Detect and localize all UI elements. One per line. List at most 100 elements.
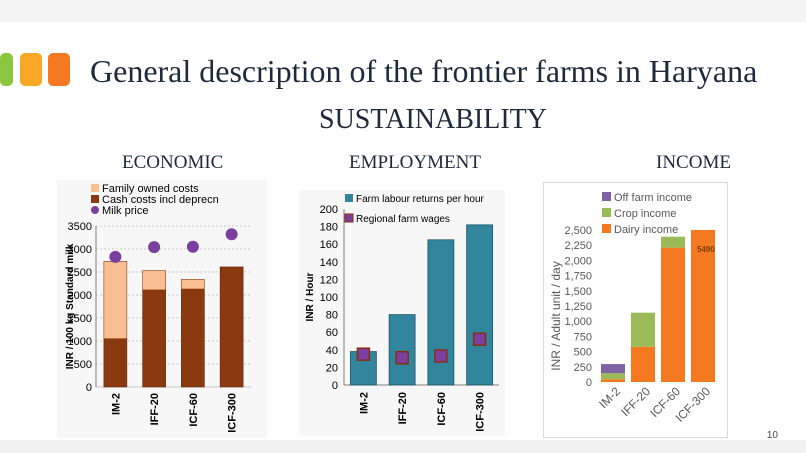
bar-dairy-income-icf-60: [661, 247, 685, 382]
bar-off-farm-income-im-2: [601, 364, 625, 374]
bar-family-icf-60: [181, 279, 205, 290]
x-tick-label: ICF-300: [475, 392, 487, 432]
wage-point-iff-20: [395, 350, 409, 365]
legend-label: Dairy income: [614, 224, 678, 236]
y-tick-label: 2,500: [564, 225, 592, 237]
bar-labour-returns-icf-60: [427, 239, 455, 386]
x-tick-label: ICF-300: [227, 393, 239, 433]
bottom-band: [0, 440, 806, 453]
y-tick-label: 80: [326, 310, 338, 322]
y-tick-label: 200: [320, 204, 338, 216]
legend-label: Off farm income: [614, 192, 692, 204]
y-axis-label: INR / Hour: [305, 272, 316, 321]
bar-crop-income-icf-60: [661, 236, 685, 248]
y-tick-label: 0: [332, 380, 338, 392]
x-tick-label: IFF-20: [149, 393, 161, 425]
y-tick-label: 2,000: [564, 255, 592, 267]
y-tick-label: 1,500: [564, 286, 592, 298]
milk-price-point-icf-60: [186, 240, 199, 253]
legend-label: Family owned costs: [102, 183, 199, 195]
y-tick-label: 1000: [68, 336, 92, 348]
legend-swatch-crop-income: [602, 208, 611, 217]
accent-square-yellow: [20, 53, 42, 86]
bar-dairy-income-im-2: [601, 379, 625, 382]
wage-point-icf-60: [434, 349, 448, 363]
bar-crop-income-iff-20: [631, 312, 655, 347]
legend-swatch-regional-farm-wages: [344, 213, 354, 223]
bar-labour-returns-im-2: [349, 351, 377, 386]
legend-label: Farm labour returns per hour: [356, 194, 485, 205]
legend-swatch-dairy-income: [602, 224, 611, 233]
y-tick-label: 100: [320, 292, 338, 304]
y-tick-label: 120: [320, 274, 338, 286]
legend-swatch-off-farm-income: [602, 192, 611, 201]
income-chart: 0 250 500 750 1,000 1,250 1,500 1,750 2,000 2,250…: [549, 192, 715, 425]
employment-chart-panel: 0 20 40 60 80 100 120 140 160 180 200 INR / Hour IM-…: [299, 190, 505, 436]
milk-price-point-im-2: [109, 250, 122, 263]
y-tick-label: 40: [326, 345, 338, 357]
bar-labour-returns-iff-20: [388, 314, 416, 386]
legend-swatch-farm-labour-returns-per-hour: [345, 194, 353, 202]
economic-chart-panel: 0 500 1000 1500 2000 2500 3000 3500 INR / 100 kg…: [57, 180, 267, 438]
bar-dairy-income-iff-20: [631, 346, 655, 382]
wage-point-im-2: [356, 347, 371, 361]
bar-cash-im-2: [103, 338, 128, 388]
milk-price-point-icf-300: [225, 228, 238, 241]
y-tick-label: 0: [586, 377, 592, 389]
bar-dairy-income-icf-300: [691, 230, 715, 382]
legend-label: Crop income: [614, 208, 676, 220]
y-tick-label: 2,250: [564, 240, 592, 252]
y-tick-label: 750: [574, 331, 592, 343]
slide-subtitle: SUSTAINABILITY: [319, 104, 547, 135]
bar-cash-icf-300: [219, 266, 244, 388]
x-tick-label: IM-2: [358, 392, 370, 414]
top-band: [0, 0, 806, 22]
section-employment: EMPLOYMENT: [349, 152, 481, 173]
economic-chart: 0 500 1000 1500 2000 2500 3000 3500 INR / 100 kg…: [65, 183, 251, 433]
y-tick-label: 500: [74, 359, 92, 371]
y-tick-label: 1500: [68, 313, 92, 325]
income-chart-panel: 0 250 500 750 1,000 1,250 1,500 1,750 2,000 2,250…: [543, 182, 728, 438]
y-tick-label: 250: [574, 362, 592, 374]
y-tick-label: 2000: [68, 290, 92, 302]
bar-cash-icf-60: [181, 288, 205, 388]
y-tick-label: 3500: [68, 221, 92, 233]
legend-swatch-milk-price: [91, 206, 99, 214]
milk-price-point-iff-20: [148, 241, 161, 254]
x-tick-label: IFF-20: [618, 384, 653, 419]
wage-point-icf-300: [472, 332, 487, 346]
section-income: INCOME: [656, 152, 731, 173]
bar-family-im-2: [103, 261, 128, 339]
y-tick-label: 2500: [68, 267, 92, 279]
x-tick-label: ICF-60: [436, 392, 448, 426]
legend-label: Regional farm wages: [356, 214, 450, 225]
bar-crop-income-im-2: [601, 373, 625, 380]
y-tick-label: 180: [320, 222, 338, 234]
bar-cash-iff-20: [142, 289, 166, 388]
y-axis-label: INR / 100 kg Standard milk: [65, 243, 76, 369]
x-tick-label: IM-2: [110, 393, 122, 415]
page-number: 10: [766, 430, 778, 441]
y-axis-label: INR / Adult unit / day: [549, 261, 563, 370]
section-economic: ECONOMIC: [122, 152, 224, 173]
y-tick-label: 160: [320, 239, 338, 251]
y-tick-label: 0: [86, 382, 92, 394]
y-tick-label: 1,000: [564, 316, 592, 328]
y-tick-label: 140: [320, 257, 338, 269]
bar-family-iff-20: [142, 270, 166, 291]
x-tick-label: IFF-20: [397, 392, 409, 424]
slide-title: General description of the frontier farm…: [90, 53, 758, 89]
y-tick-label: 1,750: [564, 271, 592, 283]
y-tick-label: 500: [574, 347, 592, 359]
y-tick-label: 60: [326, 327, 338, 339]
x-tick-label: ICF-60: [188, 393, 200, 427]
legend-swatch-family-owned-costs: [91, 184, 99, 192]
y-tick-label: 1,250: [564, 301, 592, 313]
accent-square-green: [0, 53, 13, 86]
y-tick-label: 3000: [68, 244, 92, 256]
legend-swatch-cash-costs-incl-deprecn: [91, 195, 99, 203]
accent-square-orange: [48, 53, 70, 86]
legend-label: Cash costs incl deprecn: [102, 194, 219, 206]
employment-chart: 0 20 40 60 80 100 120 140 160 180 200 INR / Hour IM-…: [305, 194, 499, 432]
annotation-label: 5490: [697, 245, 715, 254]
